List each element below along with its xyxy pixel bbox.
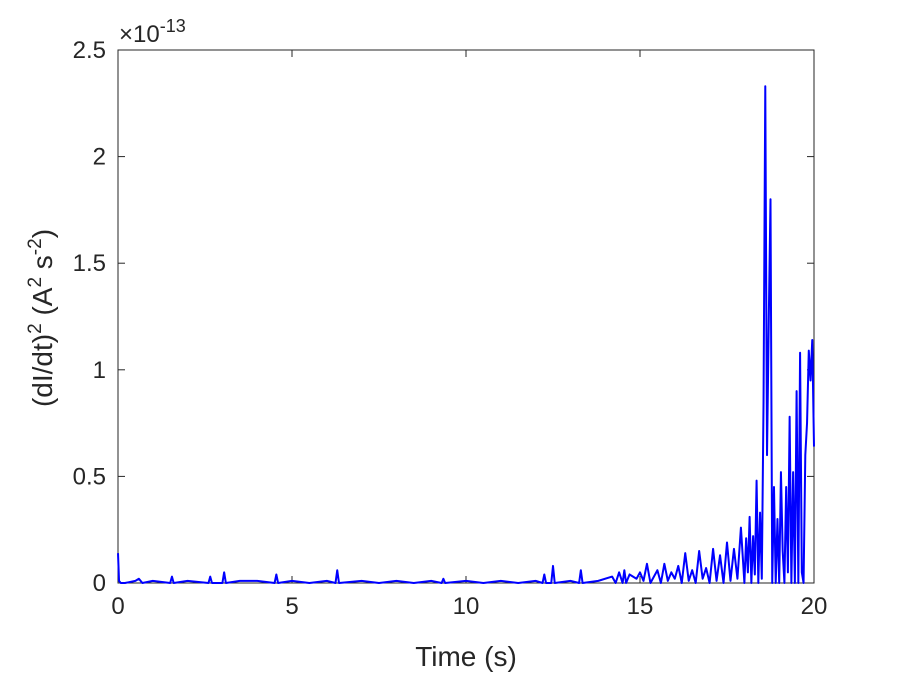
y-label-sup1: 2 (25, 323, 46, 334)
y-tick-label: 0 (93, 570, 106, 597)
y-label-mid2: s (27, 255, 58, 277)
series-line (117, 85, 815, 584)
plot-frame (117, 49, 815, 584)
axis-ticks (117, 49, 815, 584)
series-layer (117, 85, 815, 584)
y-tick-label: 2.5 (73, 37, 106, 64)
y-label-suffix: ) (27, 229, 58, 238)
y-tick-label: 1 (93, 357, 106, 384)
x-tick-label: 20 (801, 593, 828, 620)
y-exponent-base: ×10 (119, 21, 160, 48)
y-tick-label: 0.5 (73, 463, 106, 490)
plot-area (117, 49, 815, 584)
x-axis-label: Time (s) (415, 641, 517, 672)
y-tick-label: 2 (93, 144, 106, 171)
x-tick-labels: 0 5 10 15 20 (111, 593, 827, 620)
y-label-sup2: 2 (25, 277, 46, 288)
y-tick-label: 1.5 (73, 250, 106, 277)
y-exponent-power: -13 (160, 16, 186, 36)
y-label-mid: (A (27, 287, 58, 323)
x-tick-label: 15 (627, 593, 654, 620)
x-tick-label: 0 (111, 593, 124, 620)
x-tick-label: 5 (285, 593, 298, 620)
x-tick-label: 10 (453, 593, 480, 620)
y-axis-label: (dI/dt)2 (A2 s-2) (25, 229, 58, 407)
y-label-sup3: -2 (25, 238, 46, 255)
y-exponent-label: ×10-13 (119, 16, 186, 48)
y-tick-labels: 0 0.5 1 1.5 2 2.5 (73, 37, 106, 597)
y-label-prefix: (dI/dt) (27, 334, 58, 407)
